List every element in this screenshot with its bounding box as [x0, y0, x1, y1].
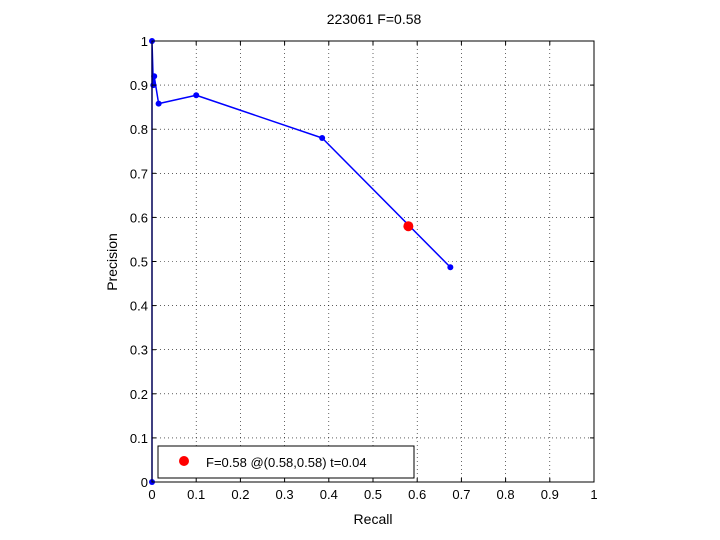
x-axis-label: Recall [354, 511, 393, 527]
data-point [319, 135, 326, 142]
legend-box [157, 445, 415, 479]
y-tick-label: 0.6 [130, 210, 148, 225]
data-point [155, 100, 162, 107]
grid-lines [152, 41, 594, 482]
x-tick-label: 0 [148, 487, 155, 502]
x-tick-label: 0.1 [187, 487, 205, 502]
x-tick-label: 0.4 [320, 487, 338, 502]
y-tick-label: 0.8 [130, 122, 148, 137]
f-measure-point [403, 221, 414, 232]
data-point [447, 264, 454, 271]
legend-marker [179, 456, 189, 466]
legend-label: F=0.58 @(0.58,0.58) t=0.04 [206, 455, 367, 470]
x-tick-label: 0.3 [276, 487, 294, 502]
y-axis-label: Precision [104, 233, 120, 291]
data-point [151, 73, 158, 80]
x-tick-label: 0.5 [364, 487, 382, 502]
data-point [193, 92, 200, 99]
y-tick-label: 0.1 [130, 431, 148, 446]
y-tick-label: 1 [141, 34, 148, 49]
y-tick-label: 0.2 [130, 387, 148, 402]
axis-ticks: 0 0.1 0.2 0.3 0.4 0.5 0.6 0.7 0.8 0.9 1 0 0.1 0.2 0.3 0… [130, 34, 598, 502]
x-tick-label: 0.8 [497, 487, 515, 502]
y-tick-label: 0.9 [130, 78, 148, 93]
x-tick-label: 0.2 [231, 487, 249, 502]
x-tick-label: 0.6 [408, 487, 426, 502]
x-tick-label: 1 [590, 487, 597, 502]
x-tick-label: 0.9 [541, 487, 559, 502]
y-tick-label: 0.4 [130, 299, 148, 314]
chart-title: 223061 F=0.58 [327, 11, 422, 27]
y-tick-label: 0.3 [130, 343, 148, 358]
y-tick-label: 0 [141, 475, 148, 490]
x-tick-label: 0.7 [452, 487, 470, 502]
y-tick-label: 0.5 [130, 255, 148, 270]
y-tick-label: 0.7 [130, 166, 148, 181]
legend: F=0.58 @(0.58,0.58) t=0.04 [157, 445, 415, 479]
